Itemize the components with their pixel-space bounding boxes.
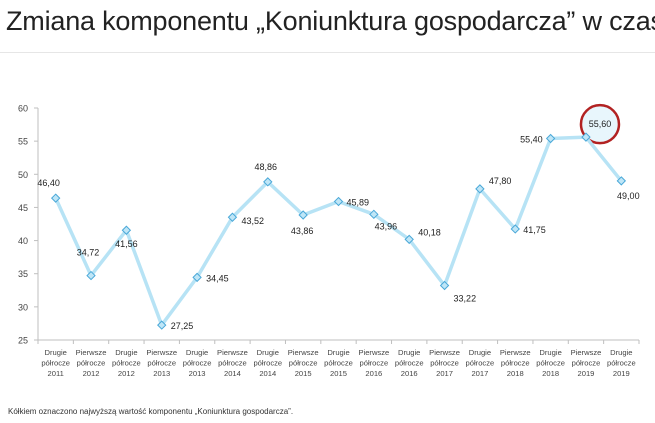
x-tick-label: półrocze [360, 359, 389, 368]
x-tick-label: półrocze [324, 359, 353, 368]
x-tick-label: Drugie [327, 348, 349, 357]
y-tick-label: 35 [18, 269, 28, 279]
data-label: 41,75 [523, 225, 546, 235]
y-tick-label: 25 [18, 336, 28, 346]
data-label: 46,40 [37, 178, 60, 188]
x-tick-label: 2012 [83, 369, 100, 378]
x-tick-label: półrocze [572, 359, 601, 368]
data-label: 43,96 [375, 221, 398, 231]
y-tick-label: 60 [18, 104, 28, 114]
x-tick-label: Pierwsze [429, 348, 460, 357]
x-tick-label: Drugie [186, 348, 208, 357]
data-point [545, 133, 556, 144]
x-tick-label: półrocze [147, 359, 176, 368]
data-point [616, 176, 627, 186]
y-tick-label: 50 [18, 170, 28, 180]
x-tick-label: półrocze [501, 359, 530, 368]
x-tick-label: półrocze [289, 359, 318, 368]
x-tick-label: półrocze [183, 359, 212, 368]
x-tick-label: półrocze [430, 359, 459, 368]
x-tick-label: 2013 [189, 369, 206, 378]
title-divider [0, 52, 655, 53]
x-tick-label: 2016 [365, 369, 382, 378]
x-tick-label: 2017 [471, 369, 488, 378]
x-tick-label: półrocze [253, 359, 282, 368]
data-label: 43,86 [291, 226, 314, 236]
x-tick-label: półrocze [395, 359, 424, 368]
x-tick-label: 2013 [153, 369, 170, 378]
data-label: 55,60 [589, 119, 612, 129]
x-tick-label: 2018 [542, 369, 559, 378]
data-point [581, 132, 591, 142]
data-point [121, 225, 132, 235]
data-label: 43,52 [241, 216, 264, 226]
data-label: 41,56 [115, 239, 138, 249]
x-tick-label: Drugie [469, 348, 491, 357]
x-tick-label: 2019 [613, 369, 630, 378]
y-tick-label: 30 [18, 302, 28, 312]
x-tick-label: 2016 [401, 369, 418, 378]
x-tick-label: Drugie [610, 348, 632, 357]
x-tick-label: Pierwsze [76, 348, 107, 357]
highlight-circle [579, 103, 621, 145]
x-tick-label: Pierwsze [358, 348, 389, 357]
data-point [227, 212, 238, 222]
x-tick-label: półrocze [218, 359, 247, 368]
data-point [157, 320, 167, 330]
data-label: 45,89 [347, 198, 370, 208]
x-tick-label: półrocze [607, 359, 636, 368]
y-tick-label: 45 [18, 203, 28, 213]
x-tick-label: półrocze [466, 359, 495, 368]
x-tick-label: 2014 [224, 369, 241, 378]
footnote: Kółkiem oznaczono najwyższą wartość komp… [8, 407, 294, 416]
x-tick-label: Drugie [539, 348, 561, 357]
x-tick-label: Pierwsze [217, 348, 248, 357]
x-tick-label: 2018 [507, 369, 524, 378]
data-point [333, 196, 344, 207]
data-label: 48,86 [255, 162, 278, 172]
x-tick-label: Drugie [398, 348, 420, 357]
x-tick-label: 2015 [330, 369, 347, 378]
data-label: 27,25 [171, 321, 194, 331]
data-label: 33,22 [454, 294, 477, 304]
data-point [439, 280, 450, 291]
x-tick-label: Pierwsze [571, 348, 602, 357]
y-tick-label: 55 [18, 137, 28, 147]
data-label: 49,00 [617, 191, 640, 201]
data-label: 34,72 [77, 248, 100, 258]
x-tick-label: Drugie [257, 348, 279, 357]
x-tick-label: półrocze [41, 359, 70, 368]
data-point [50, 193, 61, 203]
data-point [404, 234, 414, 245]
data-label: 40,18 [418, 227, 441, 237]
x-tick-label: 2015 [295, 369, 312, 378]
x-tick-label: półrocze [112, 359, 141, 368]
x-tick-label: półrocze [536, 359, 565, 368]
x-tick-label: 2011 [48, 369, 64, 378]
data-point [298, 210, 308, 220]
data-label: 47,80 [489, 176, 512, 186]
y-tick-label: 40 [18, 236, 28, 246]
x-tick-label: Drugie [44, 348, 66, 357]
data-label: 55,40 [520, 134, 543, 144]
data-point [510, 224, 520, 234]
x-tick-label: Pierwsze [500, 348, 531, 357]
data-point [475, 184, 485, 194]
x-tick-label: 2012 [118, 369, 135, 378]
x-tick-label: 2017 [436, 369, 453, 378]
x-tick-label: Pierwsze [146, 348, 177, 357]
data-point [263, 177, 273, 187]
data-point [192, 272, 202, 283]
data-label: 34,45 [206, 273, 229, 283]
x-tick-label: Pierwsze [288, 348, 319, 357]
data-point [369, 209, 379, 220]
x-tick-label: 2014 [259, 369, 276, 378]
x-tick-label: Drugie [115, 348, 137, 357]
data-point [86, 270, 96, 281]
page-title: Zmiana komponentu „Koniunktura gospodarc… [6, 6, 655, 36]
x-tick-label: półrocze [77, 359, 106, 368]
x-tick-label: 2019 [578, 369, 595, 378]
